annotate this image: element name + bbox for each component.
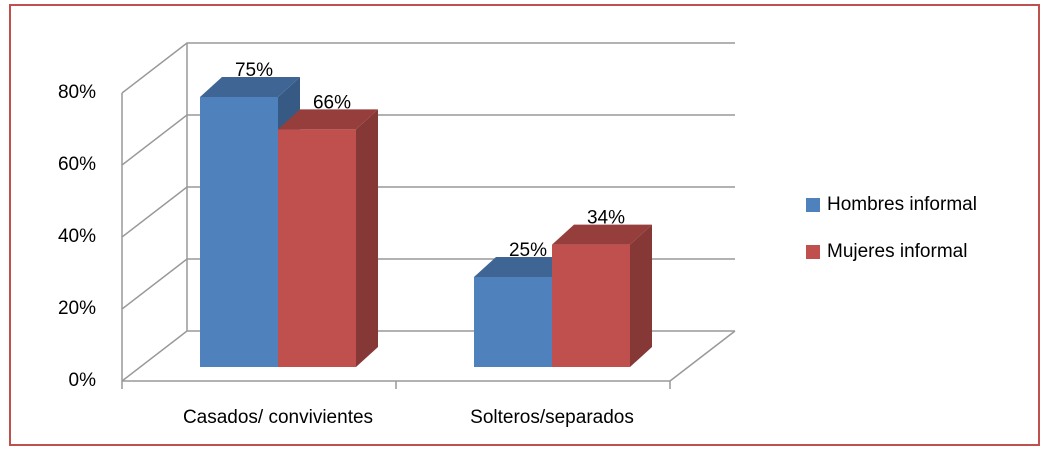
legend-swatch [806, 245, 820, 259]
bar [552, 244, 630, 367]
y-tick-label: 20% [58, 298, 96, 319]
legend-label: Hombres informal [827, 194, 977, 215]
grid-line [121, 186, 735, 238]
bar-top [552, 224, 652, 245]
data-label: 34% [587, 208, 625, 229]
y-tick-label: 0% [69, 370, 97, 391]
bar-top [474, 257, 574, 277]
data-label: 25% [509, 240, 547, 261]
floor-side [669, 330, 736, 382]
bar [200, 97, 278, 367]
data-label: 75% [235, 60, 273, 81]
y-tick-label: 60% [58, 154, 96, 175]
chart-border [9, 4, 1040, 446]
bar [474, 277, 552, 367]
bar [278, 129, 356, 367]
legend-label: Mujeres informal [827, 241, 967, 262]
legend-swatch [806, 198, 820, 212]
grid-line [121, 114, 735, 166]
grid-line [121, 42, 735, 94]
bar-side [356, 109, 378, 368]
bar-top [200, 77, 300, 97]
x-tick-label: Solteros/separados [470, 407, 634, 428]
bar-side [630, 224, 652, 367]
bar-top [278, 109, 378, 130]
data-label: 66% [313, 92, 351, 113]
x-tick-label: Casados/ convivientes [183, 407, 373, 428]
y-tick-label: 80% [58, 82, 96, 103]
y-tick-label: 40% [58, 226, 96, 247]
